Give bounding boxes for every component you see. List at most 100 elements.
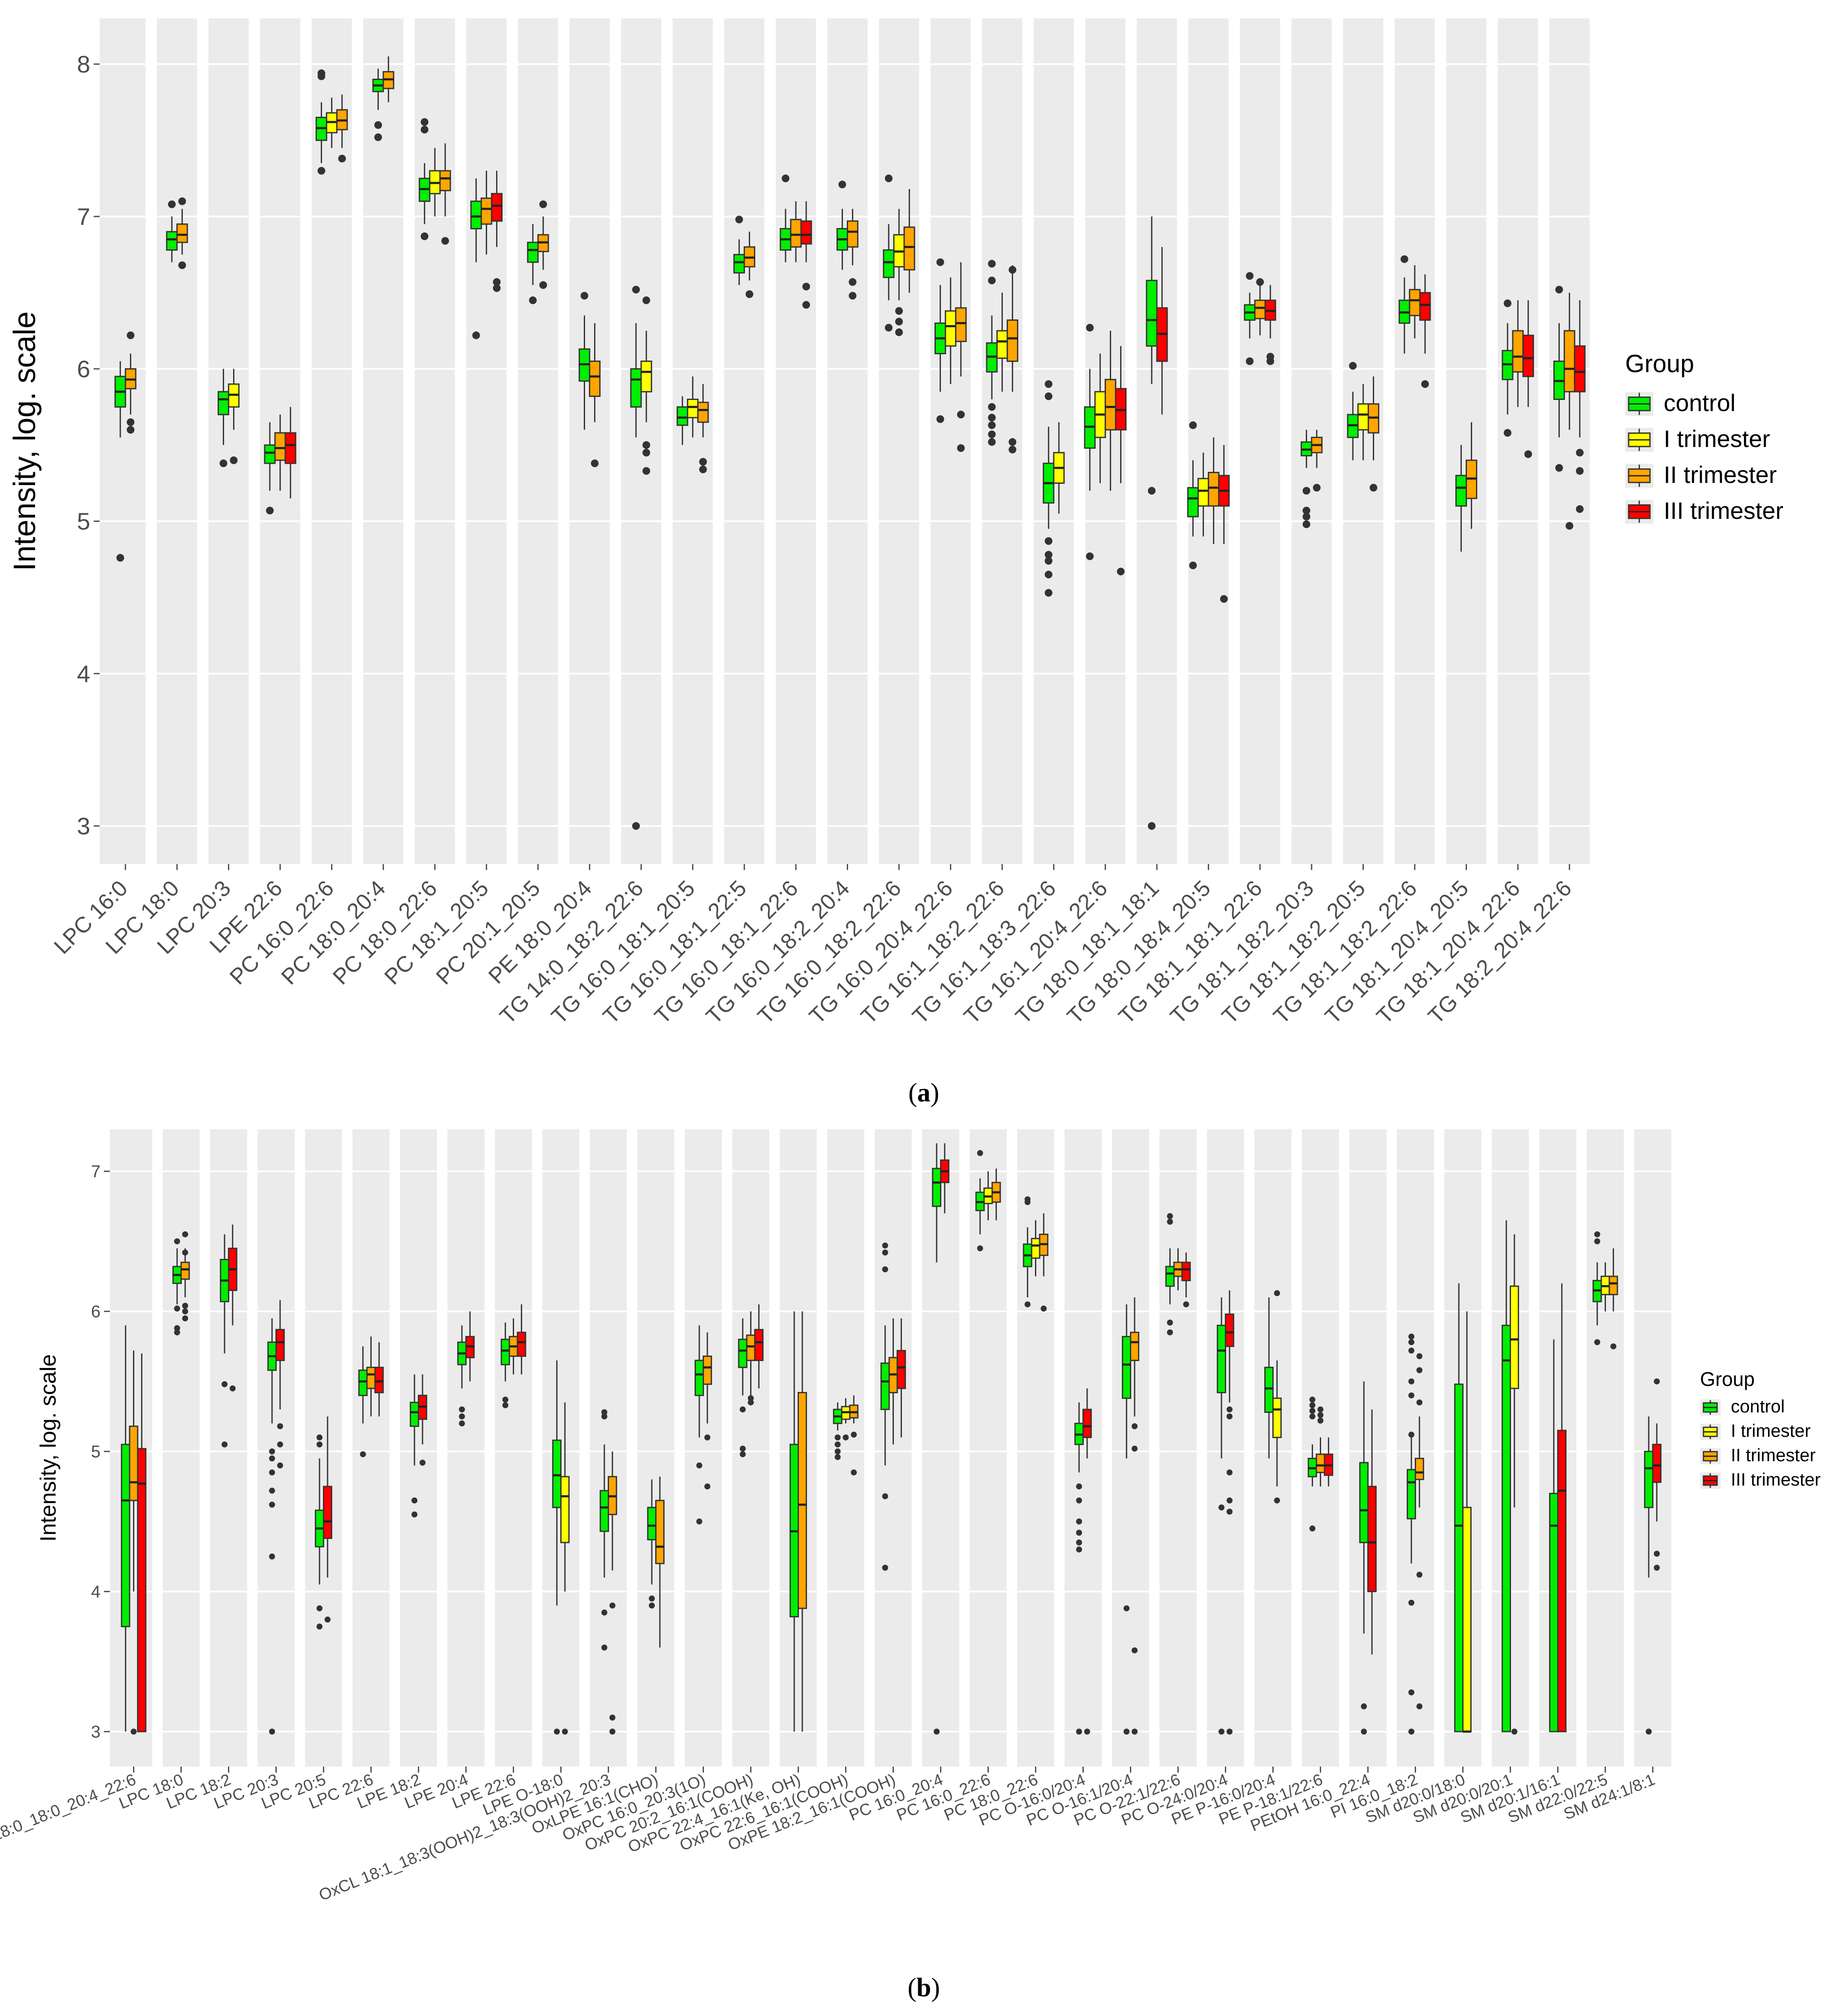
panel-b-outlier-point xyxy=(1226,1413,1233,1420)
panel-b-box-i-trimester xyxy=(1510,1285,1519,1389)
panel-b-outlier-point xyxy=(977,1150,983,1156)
panel-a-outlier-point xyxy=(1421,380,1429,388)
panel-b-box-group-oxpc-16-0-20-3-1o xyxy=(695,1325,712,1525)
panel-b-outlier-point xyxy=(739,1451,746,1457)
panel-a-box-group-tg-16-1-20-4-22-6 xyxy=(1084,324,1127,576)
panel-a-category-separator xyxy=(558,18,570,864)
panel-a-outlier-point xyxy=(1524,450,1532,458)
panel-b-box-control xyxy=(1644,1451,1653,1508)
panel-b-outlier-point xyxy=(1408,1689,1415,1696)
panel-b-outlier-point xyxy=(1408,1729,1415,1735)
panel-b-box-group-lpc-22-6 xyxy=(358,1336,384,1457)
panel-b-outlier-point xyxy=(1076,1539,1082,1546)
panel-b-box-control xyxy=(1454,1383,1464,1732)
panel-b-legend-title: Group xyxy=(1700,1368,1755,1390)
panel-a-outlier-point xyxy=(849,278,857,286)
panel-b-outlier-point xyxy=(269,1469,275,1476)
panel-b-box-control xyxy=(358,1369,368,1396)
panel-a-box-group-tg-18-1-18-2-20-5 xyxy=(1347,362,1380,492)
panel-a-outlier-point xyxy=(884,324,893,332)
panel-b-outlier-point xyxy=(1594,1339,1600,1345)
caption-b: (b) xyxy=(908,1973,940,2002)
panel-a-box-control xyxy=(1455,475,1467,507)
panel-b-outlier-point xyxy=(601,1409,608,1415)
panel-b-category-separator xyxy=(532,1129,543,1767)
panel-b-box-ii-trimester xyxy=(703,1356,712,1385)
panel-a-outlier-point xyxy=(849,292,857,300)
panel-a-box-ii-trimester xyxy=(480,197,492,225)
panel-b-y-tick-label: 7 xyxy=(91,1162,101,1181)
panel-b-outlier-point xyxy=(182,1303,188,1309)
panel-b-box-group-lpe-18-2 xyxy=(410,1374,427,1518)
panel-b-box-control xyxy=(738,1338,748,1368)
panel-b-outlier-point xyxy=(1024,1301,1031,1308)
panel-b-outlier-point xyxy=(411,1497,418,1504)
panel-a-outlier-point xyxy=(219,459,228,468)
panel-b-outlier-point xyxy=(182,1308,188,1314)
panel-b-outlier-point xyxy=(843,1434,849,1441)
panel-b-legend: Group control I trimester II trimester III t… xyxy=(1700,1368,1821,1489)
panel-a-box-i-trimester xyxy=(945,310,957,347)
panel-b-outlier-point xyxy=(609,1729,615,1735)
panel-a-outlier-point xyxy=(1504,299,1512,308)
panel-b-category-separator xyxy=(199,1129,210,1767)
panel-b-category-separator xyxy=(1529,1129,1540,1767)
panel-b-outlier-point xyxy=(739,1445,746,1452)
panel-a-box-group-tg-16-0-18-2-20-4 xyxy=(836,181,859,300)
panel-a-outlier-point xyxy=(1302,487,1310,495)
panel-b-box-iii-trimester xyxy=(1181,1261,1191,1282)
panel-b-box-iii-trimester xyxy=(754,1329,764,1361)
panel-b-outlier-point xyxy=(1076,1518,1082,1525)
panel-a-box-group-tg-16-1-18-2-22-6 xyxy=(986,260,1018,454)
panel-b-legend-label-iii-trimester: III trimester xyxy=(1731,1469,1821,1489)
panel-b-outlier-point xyxy=(1226,1469,1233,1476)
panel-b-box-control xyxy=(1549,1492,1558,1732)
panel-b-y-tick-label: 4 xyxy=(91,1583,101,1602)
panel-a-legend-title: Group xyxy=(1625,350,1694,378)
panel-a-outlier-point xyxy=(493,278,501,286)
panel-b-box-control xyxy=(600,1490,609,1532)
panel-b-outlier-point xyxy=(562,1729,568,1735)
panel-b-outlier-point xyxy=(130,1729,137,1735)
panel-b-box-iii-trimester xyxy=(1367,1486,1377,1593)
panel-a-category-separator xyxy=(1022,18,1034,864)
panel-b-category-separator xyxy=(1196,1129,1207,1767)
panel-a-outlier-point xyxy=(1555,286,1563,294)
panel-b-category-separator xyxy=(1434,1129,1445,1767)
panel-b-box-group-sm-d22-0-22-5 xyxy=(1592,1231,1618,1350)
panel-b-outlier-point xyxy=(1511,1729,1517,1735)
panel-b-box-control xyxy=(647,1507,657,1540)
panel-b-outlier-point xyxy=(1183,1301,1189,1308)
panel-a-outlier-point xyxy=(988,430,996,438)
panel-a-category-separator xyxy=(1280,18,1292,864)
panel-b-box-iii-trimester xyxy=(1557,1430,1567,1732)
panel-b-category-separator xyxy=(769,1129,780,1767)
panel-a-category-separator xyxy=(1177,18,1189,864)
panel-b-box-control xyxy=(1502,1324,1511,1732)
panel-b-category-separator xyxy=(864,1129,875,1767)
panel-a-outlier-point xyxy=(441,237,449,245)
panel-b-outlier-point xyxy=(1416,1399,1422,1406)
panel-a-outlier-point xyxy=(420,126,429,134)
panel-b-outlier-point xyxy=(1317,1406,1324,1412)
panel-b-outlier-point xyxy=(269,1729,275,1735)
panel-b-outlier-point xyxy=(1309,1408,1316,1414)
panel-b-outlier-point xyxy=(1408,1347,1415,1354)
panel-a-box-ii-trimester xyxy=(1104,379,1117,431)
panel-a-box-control xyxy=(264,444,276,464)
panel-b-box-group-oxpc-22-4-16-1-ke-oh xyxy=(789,1311,807,1732)
panel-b-category-separator xyxy=(721,1129,733,1767)
panel-a-outlier-point xyxy=(1044,380,1053,388)
panel-b-outlier-point xyxy=(834,1448,841,1455)
panel-b-outlier-point xyxy=(649,1602,655,1609)
panel-b-outlier-point xyxy=(269,1455,275,1462)
panel-a-outlier-point xyxy=(529,296,537,304)
panel-a-outlier-point xyxy=(493,284,501,292)
panel-b-category-separator xyxy=(1339,1129,1350,1767)
panel-b-outlier-point xyxy=(277,1423,283,1430)
panel-a-box-group-tg-16-0-18-2-22-6 xyxy=(883,175,915,336)
panel-b-y-tick-label: 3 xyxy=(91,1723,101,1741)
panel-a-category-separator xyxy=(1434,18,1446,864)
panel-a-category-separator xyxy=(1125,18,1137,864)
panel-b-outlier-point xyxy=(748,1395,754,1401)
